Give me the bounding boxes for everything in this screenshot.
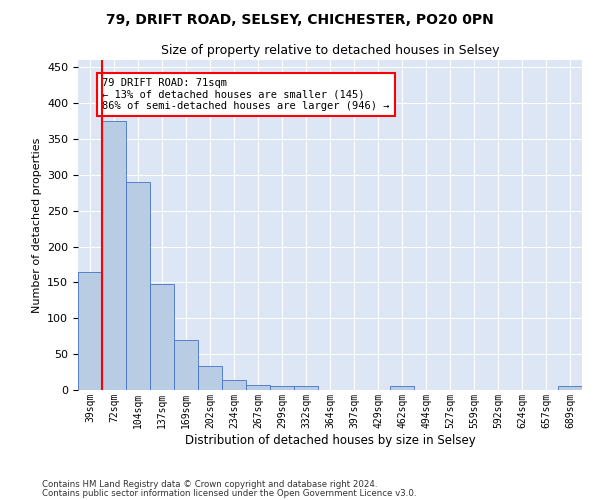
Bar [222, 380, 246, 390]
Text: 79, DRIFT ROAD, SELSEY, CHICHESTER, PO20 0PN: 79, DRIFT ROAD, SELSEY, CHICHESTER, PO20… [106, 12, 494, 26]
Bar [390, 386, 414, 390]
Text: 79 DRIFT ROAD: 71sqm
← 13% of detached houses are smaller (145)
86% of semi-deta: 79 DRIFT ROAD: 71sqm ← 13% of detached h… [102, 78, 389, 111]
Bar [246, 385, 270, 390]
Text: Contains public sector information licensed under the Open Government Licence v3: Contains public sector information licen… [42, 488, 416, 498]
Bar [270, 386, 294, 390]
Bar [150, 284, 174, 390]
Bar [174, 340, 198, 390]
Title: Size of property relative to detached houses in Selsey: Size of property relative to detached ho… [161, 44, 499, 58]
Bar [558, 386, 582, 390]
Bar [198, 366, 222, 390]
Bar [294, 386, 318, 390]
Bar [78, 272, 102, 390]
Y-axis label: Number of detached properties: Number of detached properties [32, 138, 41, 312]
Text: Contains HM Land Registry data © Crown copyright and database right 2024.: Contains HM Land Registry data © Crown c… [42, 480, 377, 489]
Bar [126, 182, 150, 390]
X-axis label: Distribution of detached houses by size in Selsey: Distribution of detached houses by size … [185, 434, 475, 446]
Bar [102, 121, 126, 390]
